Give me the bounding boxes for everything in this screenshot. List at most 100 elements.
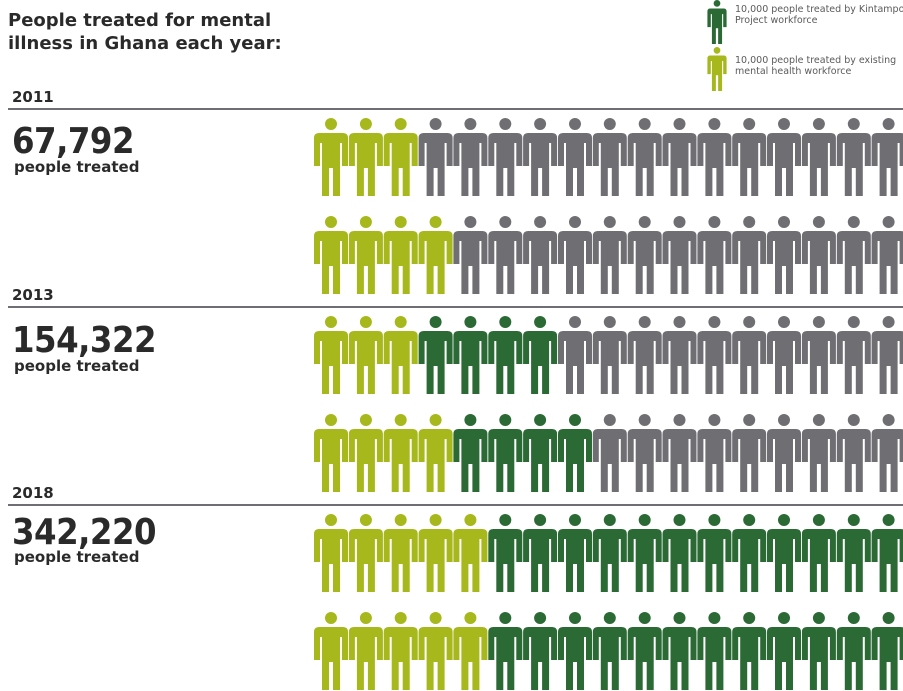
person-icon-2018-kintampo <box>836 514 871 592</box>
person-icon-2018-kintampo <box>697 612 732 690</box>
person-icon-2018-kintampo <box>767 612 801 690</box>
person-icon-2013-existing <box>314 316 348 394</box>
person-icon-2011-empty <box>767 118 801 196</box>
person-icon-2018-kintampo <box>558 612 592 690</box>
person-icon-2011-existing <box>314 216 348 294</box>
person-icon-2011-empty <box>697 216 732 294</box>
person-icon-2018-existing <box>348 612 383 690</box>
person-icon-2013-empty <box>871 414 903 492</box>
year-divider <box>8 504 903 506</box>
person-icon-2013-existing <box>348 316 383 394</box>
person-icon-2013-kintampo <box>453 414 488 492</box>
person-icon-2011-existing <box>348 216 383 294</box>
person-icon-2018-existing <box>314 612 348 690</box>
person-icon-2011-empty <box>627 118 662 196</box>
person-icon-2011-empty <box>662 118 697 196</box>
person-icon-2011-empty <box>871 118 903 196</box>
person-icon-2018-existing <box>314 514 348 592</box>
person-icon-2018-existing <box>453 612 488 690</box>
person-icon-2018-kintampo <box>801 612 836 690</box>
year-label-2011: 2011 <box>12 88 54 106</box>
legend-label-existing: 10,000 people treated by existing mental… <box>735 55 897 77</box>
person-icon-2013-existing <box>383 316 418 394</box>
person-icon-2013-empty <box>732 316 767 394</box>
person-icon-2013-empty <box>732 414 767 492</box>
person-icon-2011-existing <box>418 216 453 294</box>
caption-2011: people treated <box>14 158 140 176</box>
person-icon-2013-existing <box>348 414 383 492</box>
person-icon-2011-empty <box>871 216 903 294</box>
person-icon-2018-kintampo <box>697 514 732 592</box>
person-icon <box>707 0 727 44</box>
person-icon-2013-empty <box>627 414 662 492</box>
person-icon-2013-empty <box>592 414 627 492</box>
person-icon-2013-empty <box>627 316 662 394</box>
person-icon-2018-existing <box>418 514 453 592</box>
person-icon-2011-existing <box>383 118 418 196</box>
person-icon-2018-kintampo <box>871 514 903 592</box>
person-icon-2018-kintampo <box>767 514 801 592</box>
person-icon-2013-existing <box>383 414 418 492</box>
person-icon-2011-empty <box>801 216 836 294</box>
person-icon-2018-kintampo <box>662 612 697 690</box>
person-icon-2011-empty <box>836 216 871 294</box>
year-divider <box>8 108 903 110</box>
person-icon-2013-empty <box>697 316 732 394</box>
person-icon-2011-existing <box>314 118 348 196</box>
person-icon-2011-empty <box>453 118 488 196</box>
person-icon-2011-empty <box>558 118 592 196</box>
person-icon-2011-empty <box>732 216 767 294</box>
person-icon-2011-empty <box>523 118 558 196</box>
person-icon-2018-kintampo <box>488 514 523 592</box>
total-2011: 67,792 <box>12 121 134 162</box>
person-icon-2013-existing <box>314 414 348 492</box>
person-icon-2011-empty <box>488 216 523 294</box>
person-icon-2011-empty <box>488 118 523 196</box>
person-icon-2011-empty <box>836 118 871 196</box>
year-label-2013: 2013 <box>12 286 54 304</box>
person-icon-2013-kintampo <box>418 316 453 394</box>
person-icon-2011-empty <box>732 118 767 196</box>
person-icon-2011-empty <box>801 118 836 196</box>
person-icon-2013-empty <box>836 316 871 394</box>
person-icon-2018-existing <box>453 514 488 592</box>
person-icon-2013-empty <box>767 316 801 394</box>
person-icon-2011-empty <box>697 118 732 196</box>
chart-title: People treated for mental illness in Gha… <box>8 10 282 54</box>
person-icon-2013-kintampo <box>488 316 523 394</box>
person-icon-2018-existing <box>348 514 383 592</box>
person-icon-2011-empty <box>767 216 801 294</box>
person-icon-2013-empty <box>662 316 697 394</box>
person-icon-2011-empty <box>592 118 627 196</box>
person-icon-2011-existing <box>383 216 418 294</box>
person-icon-2013-empty <box>801 316 836 394</box>
year-label-2018: 2018 <box>12 484 54 502</box>
person-icon-2013-empty <box>767 414 801 492</box>
person-icon-2013-kintampo <box>558 414 592 492</box>
person-icon-2018-existing <box>383 612 418 690</box>
person-icon-2018-kintampo <box>523 612 558 690</box>
person-icon-2018-existing <box>418 612 453 690</box>
person-icon-2013-kintampo <box>453 316 488 394</box>
person-icon-2011-empty <box>558 216 592 294</box>
person-icon-2013-kintampo <box>523 414 558 492</box>
person-icon-2018-kintampo <box>836 612 871 690</box>
total-2018: 342,220 <box>12 512 157 553</box>
person-icon-2018-kintampo <box>662 514 697 592</box>
person-icon-2018-kintampo <box>592 612 627 690</box>
person-icon-2011-empty <box>453 216 488 294</box>
person-icon-2018-kintampo <box>488 612 523 690</box>
person-icon-2011-empty <box>523 216 558 294</box>
person-icon-2013-kintampo <box>523 316 558 394</box>
person-icon-2013-existing <box>418 414 453 492</box>
person-icon-2018-existing <box>383 514 418 592</box>
person-icon-2013-empty <box>801 414 836 492</box>
person-icon-2018-kintampo <box>871 612 903 690</box>
person-icon-2011-empty <box>418 118 453 196</box>
person-icon-2011-existing <box>348 118 383 196</box>
person-icon-2011-empty <box>627 216 662 294</box>
person-icon-2011-empty <box>662 216 697 294</box>
person-icon-2018-kintampo <box>627 612 662 690</box>
person-icon-2018-kintampo <box>732 612 767 690</box>
